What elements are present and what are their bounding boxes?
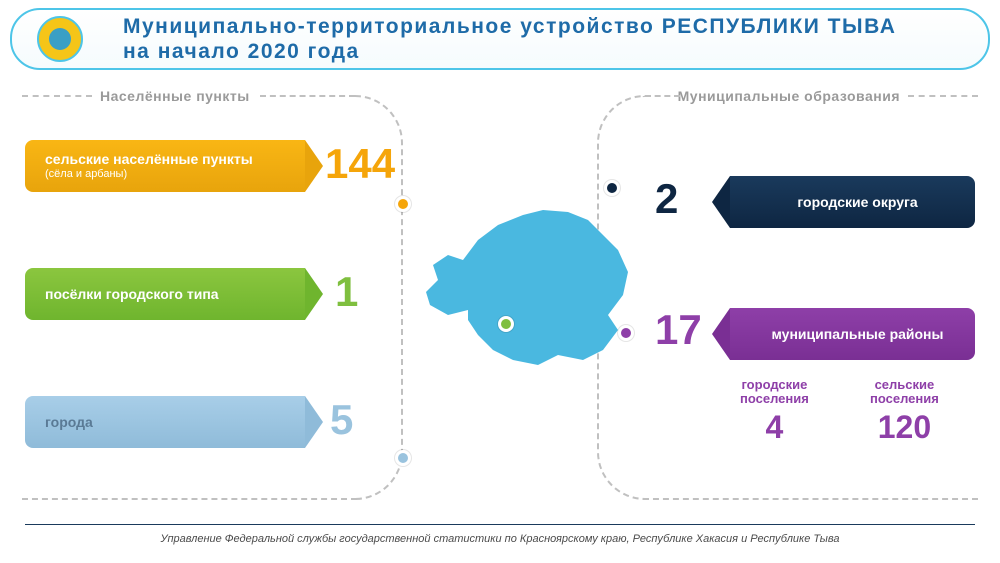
ribbon-label: города <box>45 414 93 430</box>
ribbon-pgt: посёлки городского типа <box>25 268 305 320</box>
title-line-1: Муниципально-территориальное устройство … <box>123 14 896 39</box>
ribbon-urban-okruga: городские округа <box>730 176 975 228</box>
footer-source: Управление Федеральной службы государств… <box>0 533 1000 545</box>
ribbon-label: посёлки городского типа <box>45 286 219 302</box>
map-tyva <box>408 200 638 380</box>
dash-decor <box>260 95 355 97</box>
sub-value: 4 <box>740 409 809 446</box>
dash-decor <box>908 95 978 97</box>
value-okruga: 2 <box>655 175 678 223</box>
dot-marker-icon <box>604 180 620 196</box>
value-pgt: 1 <box>335 268 358 316</box>
sub-urban-settlements: городскиепоселения 4 <box>740 378 809 446</box>
dot-marker-icon <box>498 316 514 332</box>
sub-value: 120 <box>870 409 939 446</box>
emblem-icon <box>37 16 83 62</box>
dot-marker-icon <box>395 196 411 212</box>
sub-label: городскиепоселения <box>740 378 809 407</box>
section-label-municipalities: Муниципальные образования <box>678 88 900 104</box>
ribbon-label: сельские населённые пункты <box>45 151 253 167</box>
dash-decor <box>643 498 978 500</box>
dash-decor <box>645 95 680 97</box>
dash-decor <box>22 95 92 97</box>
value-rural: 144 <box>325 140 395 188</box>
footer-divider <box>25 524 975 525</box>
ribbon-label: муниципальные районы <box>772 326 944 342</box>
sub-rural-settlements: сельскиепоселения 120 <box>870 378 939 446</box>
dot-marker-icon <box>618 325 634 341</box>
section-label-settlements: Населённые пункты <box>100 88 250 104</box>
value-rayony: 17 <box>655 306 702 354</box>
header-banner: Муниципально-территориальное устройство … <box>10 8 990 70</box>
value-cities: 5 <box>330 396 353 444</box>
page-title: Муниципально-территориальное устройство … <box>123 14 896 64</box>
ribbon-cities: города <box>25 396 305 448</box>
dot-marker-icon <box>395 450 411 466</box>
map-shape <box>426 210 628 365</box>
sub-label: сельскиепоселения <box>870 378 939 407</box>
title-line-2: на начало 2020 года <box>123 39 896 64</box>
ribbon-sublabel: (сёла и арбаны) <box>45 168 253 180</box>
dash-decor <box>22 498 357 500</box>
ribbon-rural-settlements: сельские населённые пункты (сёла и арбан… <box>25 140 305 192</box>
ribbon-label: городские округа <box>797 194 917 210</box>
ribbon-rayony: муниципальные районы <box>730 308 975 360</box>
